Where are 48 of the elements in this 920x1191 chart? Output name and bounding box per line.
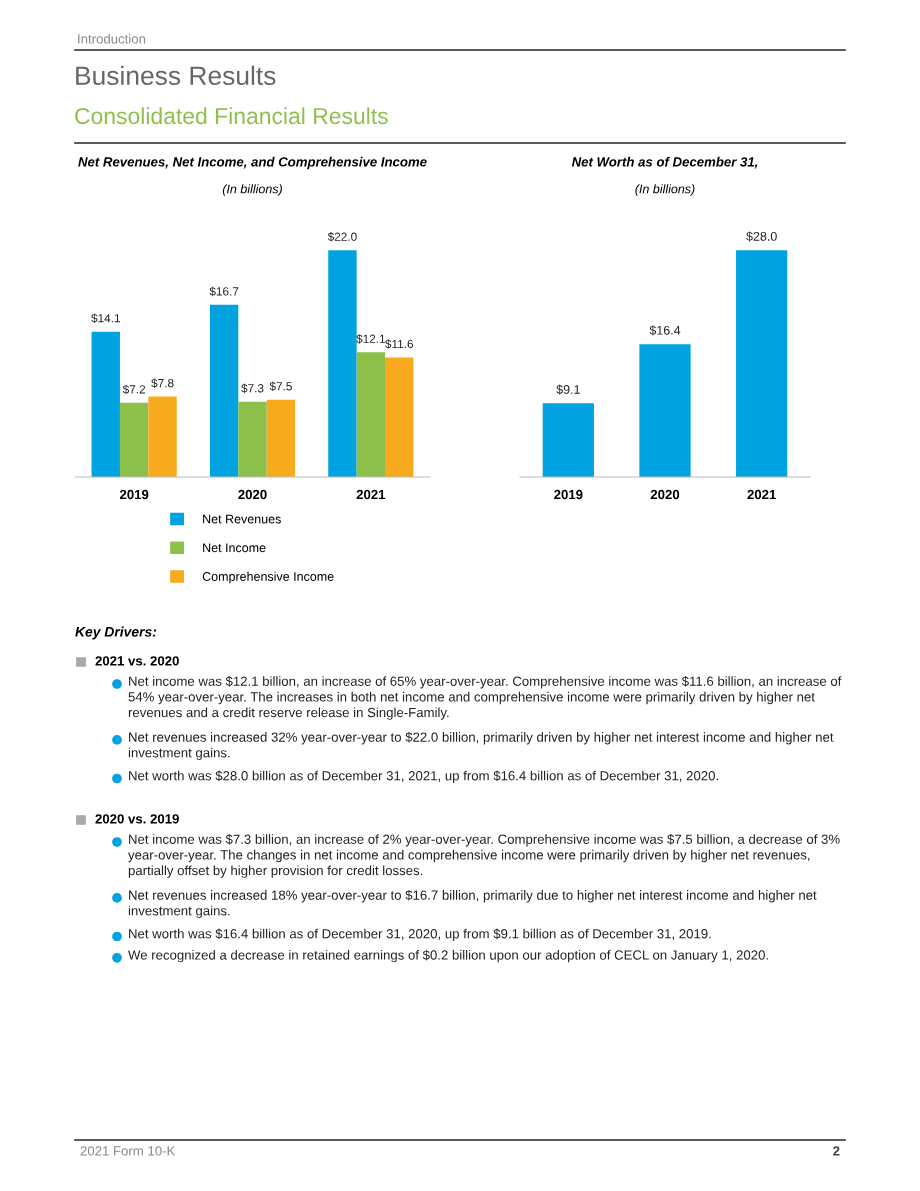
text: Net income was $12.1 billion, an increase of 65% year-over-year. Comprehensive income was $11.6 billion, an increase of 54% year-over-year. The increases in both net income and comprehensive income were primarily driven by higher net revenues and a credit reserve release in Single-Family.: [128, 676, 842, 720]
data-label: $16.4: [649, 325, 681, 336]
legend-label: Net Income: [203, 543, 266, 553]
data-label: $22.0: [327, 232, 357, 242]
chart-subtitle: (In billions): [222, 184, 282, 196]
bar: [209, 304, 239, 477]
x-tick-label: 2019: [119, 489, 149, 500]
legend-label: Net Revenues: [203, 514, 281, 524]
text: Introduction: [78, 33, 146, 44]
text: Consolidated Financial Results: [75, 107, 388, 125]
text: Net worth was $28.0 billion as of December 31, 2021, up from $16.4 billion as of December 31, 2020.: [129, 770, 718, 784]
data-label: $14.1: [91, 313, 120, 324]
x-tick-label: 2020: [238, 489, 267, 500]
data-label: $28.0: [746, 231, 777, 242]
data-label: $7.3: [241, 383, 264, 394]
data-label: $16.7: [209, 286, 239, 297]
text: 2: [833, 1146, 840, 1156]
bar: [119, 402, 149, 477]
text: Net worth was $16.4 billion as of December 31, 2020, up from $9.1 billion as of December 31, 2019.: [129, 928, 711, 942]
data-label: $11.6: [385, 339, 414, 349]
text: Net revenues increased 32% year-over-year to $22.0 billion, primarily driven by higher net interest income and higher net investment gains.: [128, 731, 834, 761]
data-label: $7.5: [269, 381, 292, 392]
bar: [238, 401, 267, 477]
bar: [356, 352, 386, 477]
bar: [148, 396, 177, 477]
text: Net income was $7.3 billion, an increase of 2% year-over-year. Comprehensive income was $7.5 billion, a decrease of 3% year-over-year. The changes in net income and comprehensive income were primarily driven by higher net revenues, partially offset by higher provision for credit losses.: [128, 834, 840, 878]
x-tick-label: 2021: [356, 489, 386, 500]
text: Net revenues increased 18% year-over-year to $16.7 billion, primarily due to higher net interest income and higher net investment gains.: [128, 889, 817, 919]
text: Key Drivers:: [75, 626, 157, 640]
data-label: $7.2: [122, 384, 146, 395]
bar: [328, 250, 357, 477]
bar: [266, 399, 296, 477]
data-label: $7.8: [151, 378, 174, 389]
x-tick-label: 2021: [747, 489, 776, 500]
text: 2021 vs. 2020: [95, 656, 179, 666]
chart-subtitle: (In billions): [635, 184, 695, 196]
x-tick-label: 2020: [650, 489, 680, 500]
bar: [385, 357, 414, 477]
x-tick-label: 2019: [554, 489, 583, 500]
data-label: $9.1: [556, 384, 580, 395]
text: We recognized a decrease in retained earnings of $0.2 billion upon our adoption of CECL on January 1, 2020.: [128, 949, 768, 963]
text: 2020 vs. 2019: [95, 814, 179, 824]
chart-title: Net Revenues, Net Income, and Comprehensive Income: [78, 156, 427, 170]
text: Business Results: [76, 65, 276, 86]
chart-title: Net Worth as of December 31,: [571, 156, 758, 169]
legend-label: Comprehensive Income: [202, 571, 334, 584]
text: 2021 Form 10-K: [80, 1146, 176, 1156]
bar: [91, 331, 120, 477]
